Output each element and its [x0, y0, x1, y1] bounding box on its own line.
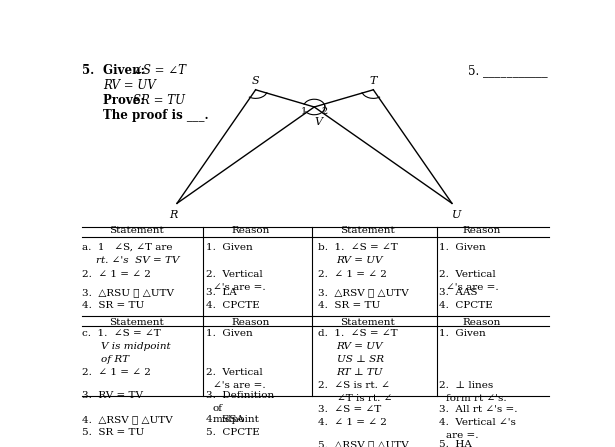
Text: of: of: [213, 404, 223, 413]
Text: form rt ∠'s.: form rt ∠'s.: [446, 394, 507, 403]
Text: RT ⊥ TU: RT ⊥ TU: [336, 367, 383, 376]
Text: T: T: [370, 76, 377, 86]
Text: 2.  ⊥ lines: 2. ⊥ lines: [439, 380, 493, 390]
Text: 5. ___________: 5. ___________: [467, 64, 547, 77]
Text: 4.  CPCTE: 4. CPCTE: [205, 301, 260, 310]
Text: ∠S = ∠T: ∠S = ∠T: [133, 64, 186, 77]
Text: 4.  Vertical ∠'s: 4. Vertical ∠'s: [439, 418, 516, 427]
Text: S: S: [252, 76, 260, 86]
Text: 3.  △RSU ≅ △UTV: 3. △RSU ≅ △UTV: [82, 288, 173, 297]
Text: Statement: Statement: [340, 318, 395, 327]
Text: 1.  Given: 1. Given: [205, 329, 252, 337]
Text: 2.  ∠ 1 = ∠ 2: 2. ∠ 1 = ∠ 2: [317, 270, 386, 278]
Text: U: U: [452, 210, 461, 219]
Text: 5.  HA: 5. HA: [439, 440, 472, 447]
Text: 4.  SR = TU: 4. SR = TU: [317, 301, 380, 310]
Text: 2.  Vertical: 2. Vertical: [205, 270, 263, 278]
Text: 2.  ∠ 1 = ∠ 2: 2. ∠ 1 = ∠ 2: [82, 270, 151, 278]
Text: 3.  LA: 3. LA: [205, 288, 236, 297]
Text: b.  1.  ∠S = ∠T: b. 1. ∠S = ∠T: [317, 243, 397, 252]
Text: 3.  Definition: 3. Definition: [205, 391, 274, 400]
Text: V is midpoint: V is midpoint: [101, 342, 170, 350]
Text: 5.: 5.: [82, 64, 94, 77]
Text: 5.  CPCTE: 5. CPCTE: [205, 428, 260, 437]
Text: Given:: Given:: [103, 64, 149, 77]
Text: d.  1.  ∠S = ∠T: d. 1. ∠S = ∠T: [317, 329, 397, 337]
Text: Reason: Reason: [463, 226, 501, 235]
Text: are =.: are =.: [446, 431, 478, 440]
Text: ∠'s are =.: ∠'s are =.: [213, 380, 265, 390]
Text: 3.  ∠S = ∠T: 3. ∠S = ∠T: [317, 405, 381, 414]
Text: Statement: Statement: [109, 226, 164, 235]
Text: 4.  △RSV ≅ △UTV: 4. △RSV ≅ △UTV: [82, 415, 172, 424]
Text: 3.  All rt ∠'s =.: 3. All rt ∠'s =.: [439, 405, 518, 414]
Text: ∠'s are =.: ∠'s are =.: [446, 283, 499, 292]
Text: SR = TU: SR = TU: [133, 94, 185, 107]
Text: The proof is ___.: The proof is ___.: [103, 110, 208, 122]
Text: Prove:: Prove:: [103, 94, 149, 107]
Text: Reason: Reason: [463, 318, 501, 327]
Text: RV = UV: RV = UV: [336, 256, 383, 265]
Text: c.  1.  ∠S = ∠T: c. 1. ∠S = ∠T: [82, 329, 161, 337]
Text: 3.  △RSV ≅ △UTV: 3. △RSV ≅ △UTV: [317, 288, 408, 297]
Text: 1.  Given: 1. Given: [205, 243, 252, 252]
Text: 2.  ∠ 1 = ∠ 2: 2. ∠ 1 = ∠ 2: [82, 367, 151, 376]
Text: RV = UV: RV = UV: [336, 342, 383, 350]
Text: 5.  △RSV ≅ △UTV: 5. △RSV ≅ △UTV: [317, 440, 408, 447]
Text: of RT: of RT: [101, 354, 129, 363]
Text: Statement: Statement: [109, 318, 164, 327]
Text: 2.  ∠S is rt. ∠: 2. ∠S is rt. ∠: [317, 380, 389, 390]
Text: R: R: [169, 210, 177, 219]
Text: US ⊥ SR: US ⊥ SR: [336, 354, 384, 363]
Text: 5.  SR = TU: 5. SR = TU: [82, 428, 144, 437]
Text: RV = UV: RV = UV: [103, 80, 156, 93]
Text: 1: 1: [301, 107, 307, 116]
Text: V: V: [314, 117, 322, 127]
Text: Reason: Reason: [232, 318, 270, 327]
Text: 2.  Vertical: 2. Vertical: [439, 270, 496, 278]
Text: ∠'s are =.: ∠'s are =.: [213, 283, 265, 292]
Text: 4.  SSA: 4. SSA: [205, 415, 244, 424]
Text: a.  1   ∠S, ∠T are: a. 1 ∠S, ∠T are: [82, 243, 172, 252]
Text: ∠T is rt. ∠: ∠T is rt. ∠: [336, 394, 392, 403]
Text: 2.  Vertical: 2. Vertical: [205, 367, 263, 376]
Text: 1.  Given: 1. Given: [439, 329, 486, 337]
Text: 1.  Given: 1. Given: [439, 243, 486, 252]
Text: 4.  ∠ 1 = ∠ 2: 4. ∠ 1 = ∠ 2: [317, 418, 386, 427]
Text: 2: 2: [322, 107, 328, 116]
Text: 3.  AAS: 3. AAS: [439, 288, 478, 297]
Text: midpoint: midpoint: [213, 415, 260, 424]
Text: rt. ∠'s  SV = TV: rt. ∠'s SV = TV: [96, 256, 180, 265]
Text: 3.  RV = TV: 3. RV = TV: [82, 391, 143, 400]
Text: Reason: Reason: [232, 226, 270, 235]
Text: 4.  SR = TU: 4. SR = TU: [82, 301, 144, 310]
Text: Statement: Statement: [340, 226, 395, 235]
Text: 4.  CPCTE: 4. CPCTE: [439, 301, 493, 310]
